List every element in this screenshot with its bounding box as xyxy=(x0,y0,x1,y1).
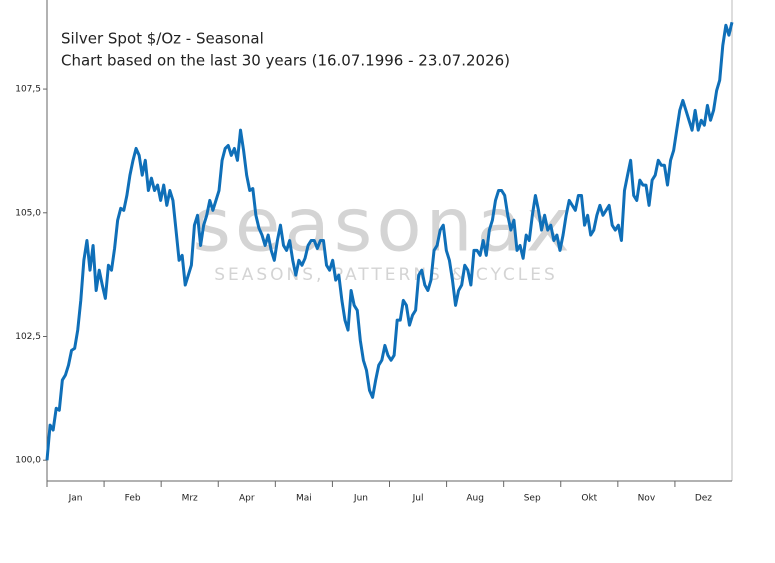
x-tick-label: Nov xyxy=(638,494,656,504)
watermark-tagline: SEASONS, PATTERNS & CYCLES xyxy=(214,265,558,285)
watermark: seasonax xyxy=(192,183,573,269)
y-tick-label: 107,5 xyxy=(15,85,41,95)
x-tick-label: Dez xyxy=(695,494,712,504)
x-tick-label: Mrz xyxy=(182,494,198,504)
x-tick-label: Jun xyxy=(353,494,368,504)
x-tick-label: Okt xyxy=(581,494,597,504)
x-tick-label: Apr xyxy=(239,494,255,504)
y-tick-label: 100,0 xyxy=(15,456,41,466)
x-tick-label: Sep xyxy=(524,494,541,504)
line-series xyxy=(45,21,734,461)
x-tick-label: Aug xyxy=(466,494,484,504)
chart-title: Silver Spot $/Oz - Seasonal xyxy=(61,30,264,48)
x-tick-label: Feb xyxy=(125,494,141,504)
y-tick-label: 105,0 xyxy=(15,208,41,218)
chart-subtitle: Chart based on the last 30 years (16.07.… xyxy=(61,52,510,70)
x-tick-label: Jan xyxy=(68,494,83,504)
x-tick-label: Jul xyxy=(412,494,424,504)
x-tick-label: Mai xyxy=(296,494,312,504)
y-tick-label: 102,5 xyxy=(15,332,41,342)
